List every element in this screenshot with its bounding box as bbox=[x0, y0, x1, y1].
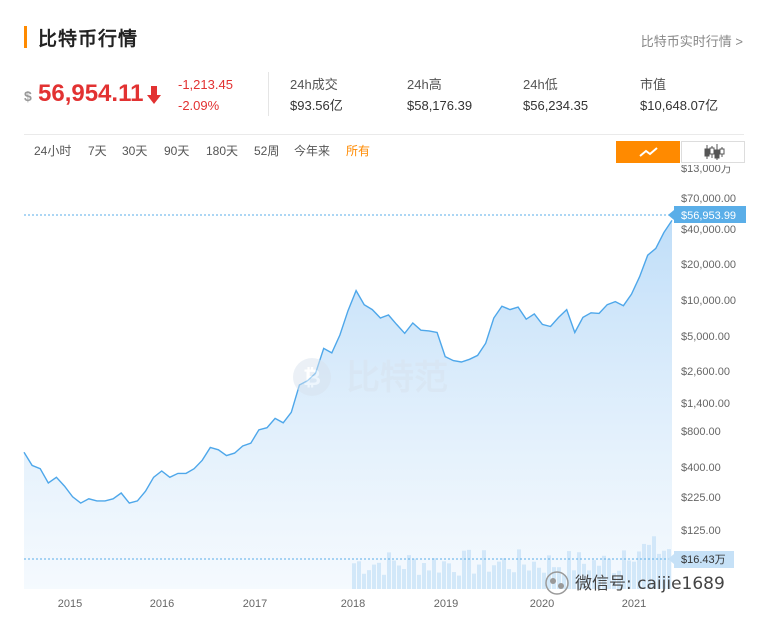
stat-value: $56,234.35 bbox=[523, 98, 589, 113]
candlestick-icon bbox=[704, 144, 725, 160]
price-area bbox=[24, 220, 672, 589]
stat-label: 24h低 bbox=[523, 77, 558, 92]
realtime-quote-link[interactable]: 比特币实时行情 > bbox=[640, 34, 743, 49]
current-price-badge bbox=[674, 206, 746, 223]
tab-ytd[interactable]: 今年来 bbox=[294, 144, 331, 158]
stat-high: 24h高 $58,176.39 bbox=[407, 74, 472, 116]
tab-24h[interactable]: 24小时 bbox=[34, 144, 72, 158]
y-tick-label: $10,000.00 bbox=[681, 295, 736, 307]
divider bbox=[268, 72, 269, 116]
y-tick-label: $400.00 bbox=[681, 462, 721, 474]
change-percent: -2.09% bbox=[178, 98, 220, 113]
x-tick-label: 2015 bbox=[58, 598, 82, 610]
stat-market-cap: 市值 $10,648.07亿 bbox=[640, 74, 718, 116]
tab-90d[interactable]: 90天 bbox=[164, 144, 190, 158]
tab-all[interactable]: 所有 bbox=[346, 144, 371, 158]
price-line bbox=[23, 220, 673, 504]
y-tick-label: $125.00 bbox=[681, 525, 721, 537]
y-tick-label: $225.00 bbox=[681, 492, 721, 504]
current-volume-label: $16.43万 bbox=[681, 554, 726, 566]
x-tick-label: 2017 bbox=[243, 598, 267, 610]
watermark: ₿ 比特范 bbox=[293, 358, 448, 398]
y-tick-label: $70,000.00 bbox=[681, 193, 736, 205]
current-price-label: $56,953.99 bbox=[681, 210, 736, 222]
stat-value: $58,176.39 bbox=[407, 98, 473, 113]
svg-text:₿: ₿ bbox=[303, 365, 321, 390]
x-tick-label: 2016 bbox=[150, 598, 174, 610]
y-tick-label: $20,000.00 bbox=[681, 259, 736, 271]
badge-pointer bbox=[668, 210, 674, 220]
y-tick-label: $1,400.00 bbox=[681, 398, 730, 410]
stat-label: 24h成交 bbox=[290, 77, 338, 92]
x-tick-label: 2019 bbox=[434, 598, 458, 610]
currency-symbol: $ bbox=[24, 88, 32, 104]
overlay-caption: 微信号: caijie1689 bbox=[545, 571, 725, 595]
stat-label: 24h高 bbox=[407, 77, 442, 92]
watermark-logo-icon bbox=[293, 358, 331, 396]
quote-summary: $ 56,954.11 -1,213.45 -2.09% 24h成交 $93.5… bbox=[0, 72, 761, 128]
current-volume-badge bbox=[674, 551, 734, 568]
x-tick-label: 2018 bbox=[341, 598, 365, 610]
divider bbox=[24, 134, 744, 135]
watermark-text: 比特范 bbox=[346, 358, 448, 398]
line-chart-icon bbox=[639, 147, 658, 157]
stat-value: $10,648.07亿 bbox=[640, 98, 719, 113]
tab-7d[interactable]: 7天 bbox=[88, 144, 107, 158]
tab-180d[interactable]: 180天 bbox=[206, 144, 239, 158]
y-tick-label: $13,000万 bbox=[681, 165, 732, 175]
tab-52w[interactable]: 52周 bbox=[254, 144, 280, 158]
title-accent-bar bbox=[24, 26, 27, 48]
stat-value: $93.56亿 bbox=[290, 98, 343, 113]
y-tick-label: $800.00 bbox=[681, 426, 721, 438]
stat-low: 24h低 $56,234.35 bbox=[523, 74, 588, 116]
stat-label: 市值 bbox=[640, 77, 667, 92]
page-title: 比特币行情 bbox=[38, 29, 139, 50]
y-tick-label: $2,600.00 bbox=[681, 366, 730, 378]
down-arrow-icon bbox=[147, 86, 161, 104]
stat-volume: 24h成交 $93.56亿 bbox=[290, 74, 343, 116]
x-tick-label: 2021 bbox=[622, 598, 646, 610]
y-tick-label: $40,000.00 bbox=[681, 224, 736, 236]
line-view-button[interactable] bbox=[616, 141, 680, 163]
tab-30d[interactable]: 30天 bbox=[122, 144, 148, 158]
y-tick-label: $5,000.00 bbox=[681, 331, 730, 343]
current-price: 56,954.11 bbox=[38, 80, 144, 107]
change-absolute: -1,213.45 bbox=[178, 77, 233, 92]
price-chart: ₿ 比特范 $13,000万 $70,000.00 $40,000.00 $20,00… bbox=[23, 165, 746, 610]
x-tick-label: 2020 bbox=[530, 598, 554, 610]
wechat-logo-icon bbox=[545, 571, 569, 595]
candlestick-view-button[interactable] bbox=[681, 141, 745, 163]
badge-pointer bbox=[668, 554, 674, 564]
header: 比特币行情 比特币实时行情 > bbox=[0, 0, 761, 70]
price-change: -1,213.45 -2.09% bbox=[178, 74, 233, 116]
caption-text: 微信号: caijie1689 bbox=[575, 574, 725, 594]
